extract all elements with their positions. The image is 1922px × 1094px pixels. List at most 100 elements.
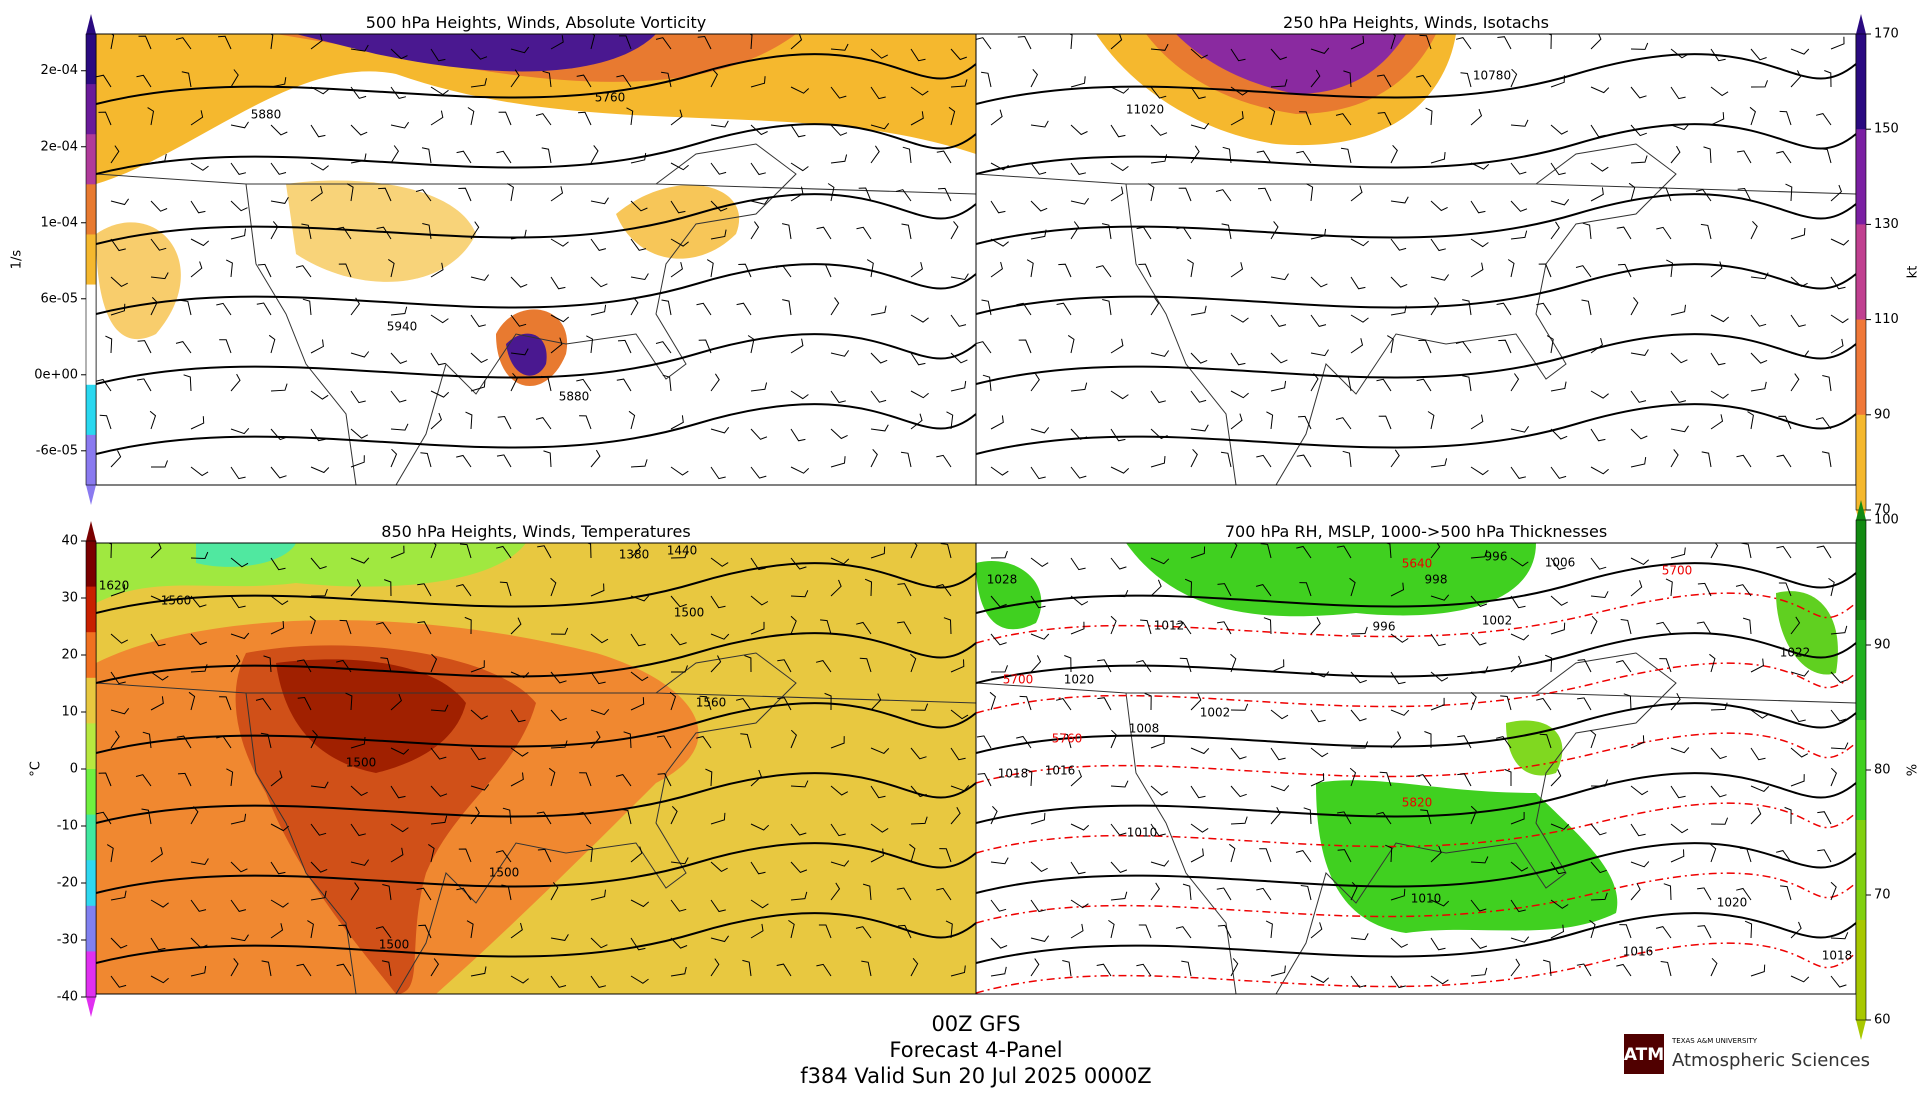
wind-barb — [150, 696, 164, 711]
wind-barb — [375, 926, 392, 939]
field-fill — [96, 34, 976, 184]
wind-barb — [1310, 975, 1330, 984]
wind-barb — [1750, 220, 1758, 240]
wind-barb — [1190, 546, 1206, 559]
wind-barb — [1470, 691, 1477, 711]
wind-barb — [1790, 276, 1808, 287]
wind-barb — [1462, 299, 1472, 316]
thickness-label: 5820 — [1402, 796, 1433, 810]
contour-label: 1008 — [1129, 722, 1160, 736]
wind-barb — [1343, 70, 1352, 88]
wind-barb — [1256, 150, 1272, 164]
wind-barb — [936, 150, 952, 164]
wind-barb — [105, 335, 113, 354]
wind-barb — [1379, 771, 1392, 787]
wind-barb — [230, 934, 249, 942]
wind-barb — [1550, 466, 1567, 479]
wind-barb — [750, 823, 770, 831]
wind-barb — [1590, 390, 1609, 399]
wind-barb — [310, 466, 330, 474]
wind-barb — [230, 595, 246, 609]
wind-barb — [1670, 692, 1681, 711]
contour-label: 5760 — [595, 91, 626, 105]
wind-barb — [310, 781, 329, 789]
wind-barb — [777, 659, 792, 673]
border — [976, 173, 1856, 195]
wind-barb — [1350, 933, 1369, 941]
wind-barb — [1310, 228, 1327, 240]
wind-barb — [1510, 200, 1528, 212]
wind-barb — [107, 543, 112, 559]
wind-barb — [1495, 736, 1512, 749]
wind-barb — [824, 692, 832, 711]
wind-barb — [1349, 577, 1356, 597]
wind-barb — [1299, 582, 1312, 597]
wind-barb — [430, 653, 438, 673]
wind-barb — [827, 183, 835, 202]
wind-barb — [790, 590, 809, 598]
wind-barb — [670, 466, 689, 476]
wind-barb — [628, 410, 636, 430]
wind-barb — [470, 78, 487, 88]
wind-barb — [1830, 625, 1848, 635]
contour-label: 1028 — [987, 573, 1018, 587]
footer-line: Forecast 4-Panel — [889, 1038, 1062, 1062]
wind-barb — [866, 259, 874, 278]
wind-barb — [590, 304, 607, 316]
wind-barb — [630, 697, 645, 711]
wind-barb — [1390, 709, 1410, 716]
wind-barb — [216, 302, 232, 316]
wind-barb — [1110, 338, 1124, 354]
wind-barb — [1110, 466, 1130, 474]
colorbar-segment — [86, 284, 96, 336]
colorbar-label: °C — [29, 761, 44, 777]
wind-barb — [670, 261, 683, 278]
wind-barb — [190, 110, 204, 126]
wind-barb — [1550, 861, 1566, 875]
wind-barb — [390, 86, 407, 99]
colorbar-tick-label: 30 — [61, 591, 78, 606]
wind-barb — [190, 965, 207, 977]
wind-barb — [1350, 238, 1369, 247]
contour-label: 1002 — [1200, 706, 1231, 720]
wind-barb — [936, 454, 952, 468]
wind-barb — [1670, 425, 1689, 433]
coastline — [245, 652, 797, 994]
wind-barb — [1616, 963, 1632, 977]
wind-barb — [1790, 709, 1806, 723]
wind-barb — [578, 111, 592, 126]
wind-barb — [1110, 186, 1124, 202]
wind-barb — [390, 352, 408, 364]
colorbar-end — [86, 485, 96, 505]
colorbar-segment — [86, 84, 96, 135]
wind-barb — [655, 37, 672, 50]
wind-barb — [859, 657, 872, 673]
colorbar-segment — [86, 586, 96, 633]
wind-barb — [990, 466, 1009, 476]
wind-barb — [296, 659, 312, 673]
wind-barb — [620, 808, 632, 825]
wind-barb — [1470, 937, 1488, 949]
wind-barb — [1785, 183, 1793, 202]
contour-line — [96, 333, 976, 385]
wind-barb — [110, 238, 126, 252]
wind-barb — [270, 770, 283, 787]
wind-barb — [1030, 861, 1048, 872]
wind-barb — [543, 450, 552, 468]
wind-barb — [1110, 390, 1129, 400]
wind-barb — [382, 884, 392, 901]
wind-barb — [697, 35, 712, 50]
wind-barb — [1830, 932, 1849, 940]
contour-line — [96, 263, 976, 315]
colorbar-label: 1/s — [10, 250, 25, 270]
wind-barb — [1310, 373, 1319, 392]
wind-barb — [1179, 657, 1192, 673]
wind-barb — [1070, 861, 1086, 875]
wind-barb — [1776, 545, 1792, 559]
wind-barb — [270, 595, 289, 606]
wind-barb — [430, 314, 449, 324]
wind-barb — [550, 740, 568, 749]
wind-barb — [190, 261, 203, 278]
wind-barb — [1110, 823, 1127, 836]
wind-barb — [470, 966, 487, 977]
